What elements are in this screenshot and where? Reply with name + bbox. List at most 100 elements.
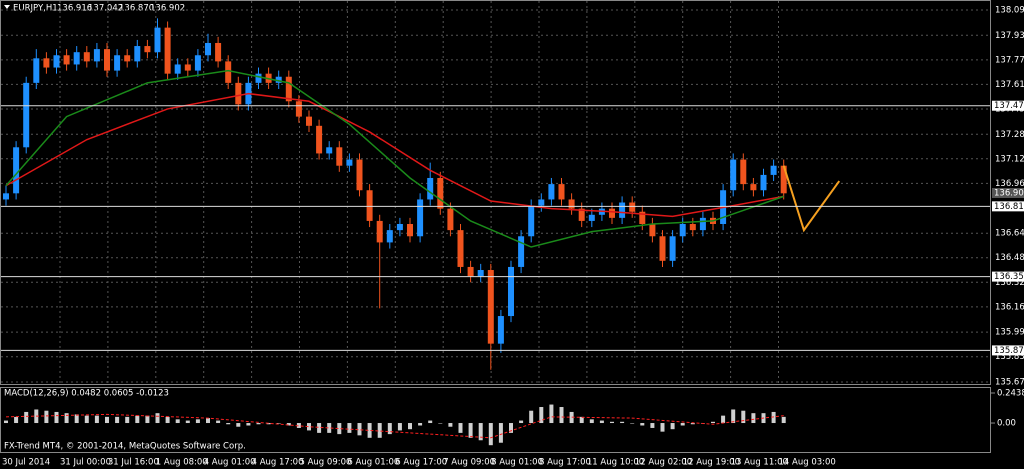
candle-body [225, 61, 232, 83]
macd-bar [721, 415, 726, 424]
candle-body [619, 202, 626, 218]
macd-tick-label: 0.2438 [997, 389, 1024, 399]
macd-bar [509, 423, 513, 433]
candle-body [447, 208, 454, 231]
price-tick-label: 136.965 [995, 179, 1024, 189]
candle-body [326, 147, 333, 154]
level-label: 137.471 [994, 101, 1024, 111]
macd-bar [478, 423, 483, 441]
candle-body [295, 101, 302, 117]
candle-body [154, 27, 161, 53]
macd-bar [135, 415, 140, 424]
candle-body [770, 165, 777, 175]
candle-body [609, 208, 615, 218]
macd-bar [175, 419, 180, 424]
candle-body [407, 223, 413, 237]
time-label: 5 Aug 09:00 [300, 458, 352, 468]
candle-body [93, 49, 100, 62]
price-tick-label: 137.930 [995, 31, 1024, 41]
price-tick-label: 137.770 [995, 55, 1024, 65]
candle-body [639, 211, 646, 224]
macd-bar [206, 418, 210, 424]
candle-body [346, 159, 353, 166]
macd-bar [44, 410, 49, 424]
candle-body [174, 64, 181, 74]
price-tick-label: 135.670 [995, 378, 1024, 388]
macd-bar [54, 411, 59, 424]
macd-bar [367, 423, 372, 438]
macd-bar [165, 416, 170, 424]
macd-bar [74, 414, 79, 424]
symbol-menu-icon[interactable] [4, 5, 10, 9]
macd-bar [640, 423, 645, 426]
candle-body [659, 236, 666, 261]
price-tick-label: 136.160 [995, 302, 1024, 312]
candle-body [23, 82, 30, 148]
time-label: 8 Aug 17:00 [539, 458, 591, 468]
candle-body [578, 208, 585, 221]
time-label: 13 Aug 11:00 [731, 458, 788, 468]
level-label-box [992, 271, 1024, 282]
candle-body [13, 147, 20, 194]
macd-bar [317, 423, 322, 433]
macd-bar [226, 423, 231, 425]
candle-body [205, 42, 211, 56]
candle-body [558, 184, 565, 200]
candle-body [184, 64, 191, 71]
candle-body [508, 266, 514, 317]
macd-bar [519, 420, 524, 424]
time-label: 11 Aug 10:00 [587, 458, 644, 468]
time-label: 6 Aug 01:00 [347, 458, 399, 468]
candle-body [396, 223, 403, 231]
macd-bar [115, 416, 120, 424]
price-tick-label: 135.835 [995, 352, 1024, 362]
candle-body [255, 73, 262, 83]
macd-bar [498, 423, 503, 443]
macd-bar [589, 419, 594, 424]
time-label: 12 Aug 02:00 [635, 458, 692, 468]
macd-bar [337, 423, 342, 435]
candle-body [740, 159, 747, 185]
candle-body [750, 184, 757, 191]
quote-high: 137.042 [88, 4, 123, 14]
macd-bar [731, 409, 736, 424]
candle-body [629, 202, 636, 212]
candle-body [649, 223, 656, 237]
macd-bar [408, 423, 412, 430]
macd-bar [195, 419, 200, 424]
candle-body [124, 55, 131, 62]
macd-bar [236, 423, 241, 427]
quote-close: 136.902 [150, 4, 185, 14]
candle-body [356, 159, 363, 191]
time-label: 31 Jul 00:00 [60, 458, 111, 468]
candle-body [164, 27, 171, 74]
macd-bar [418, 423, 423, 426]
candle-body [3, 193, 9, 200]
candle-body [83, 52, 90, 62]
macd-bar [276, 423, 281, 424]
macd-bar [286, 423, 291, 426]
price-tick-label: 137.125 [995, 154, 1024, 164]
macd-bar [105, 416, 109, 424]
candle-body [669, 236, 676, 261]
macd-bar [690, 423, 695, 425]
macd-bar [216, 420, 221, 424]
macd-bar [438, 423, 443, 424]
candle-body [528, 205, 535, 237]
macd-bar [14, 416, 19, 424]
indicator-line [782, 165, 841, 233]
candle-body [518, 236, 525, 267]
level-label-box [992, 201, 1024, 212]
macd-bar [296, 423, 301, 428]
macd-bar [377, 423, 382, 438]
time-label: 4 Aug 17:00 [252, 458, 304, 468]
candle-body [53, 55, 60, 68]
candle-body [689, 223, 696, 231]
macd-bar [539, 407, 544, 424]
candle-body [366, 190, 373, 221]
level-label-box [992, 100, 1024, 111]
candle-body [467, 266, 474, 277]
macd-bar [397, 423, 402, 431]
macd-bar [579, 416, 584, 424]
